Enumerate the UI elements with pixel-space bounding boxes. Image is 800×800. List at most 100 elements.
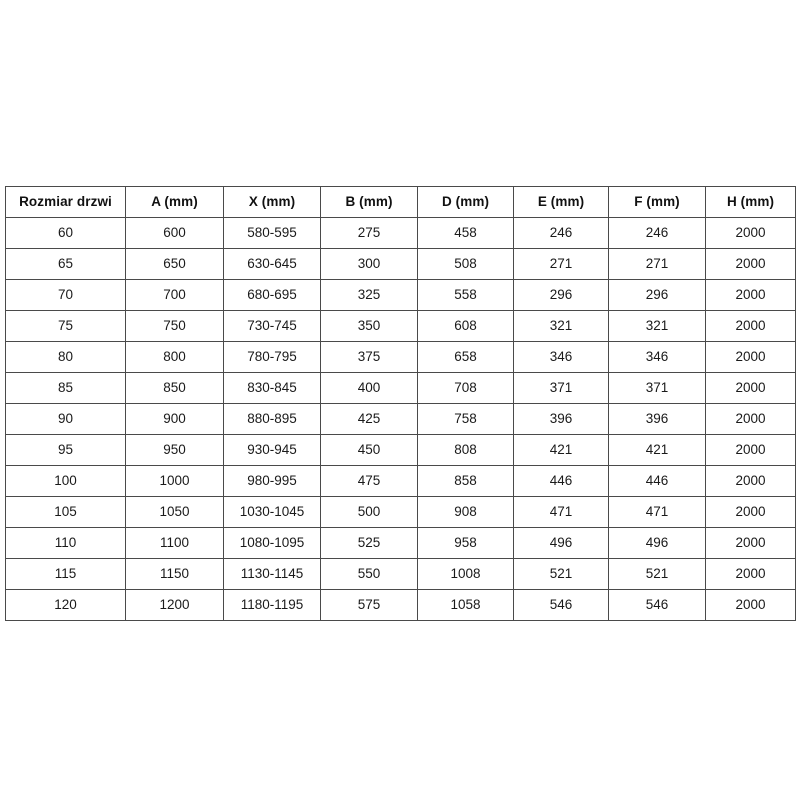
table-cell: 546: [608, 589, 706, 621]
table-cell: 471: [513, 496, 609, 528]
table-cell: 2000: [705, 217, 796, 249]
table-cell: 700: [125, 279, 224, 311]
table-cell: 70: [5, 279, 126, 311]
table-cell: 2000: [705, 496, 796, 528]
table-cell: 2000: [705, 279, 796, 311]
table-cell: 105: [5, 496, 126, 528]
table-cell: 1008: [417, 558, 514, 590]
table-cell: 275: [320, 217, 418, 249]
table-row: 60 600 580-595 275 458 246 246 2000: [5, 217, 796, 249]
table-cell: 580-595: [223, 217, 321, 249]
table-cell: 396: [513, 403, 609, 435]
table-cell: 296: [513, 279, 609, 311]
table-cell: 271: [513, 248, 609, 280]
table-cell: 658: [417, 341, 514, 373]
table-cell: 400: [320, 372, 418, 404]
column-header-6: F (mm): [608, 186, 706, 218]
table-row: 85 850 830-845 400 708 371 371 2000: [5, 372, 796, 404]
table-cell: 350: [320, 310, 418, 342]
table-cell: 2000: [705, 465, 796, 497]
table-cell: 375: [320, 341, 418, 373]
table-row: 120 1200 1180-1195 575 1058 546 546 2000: [5, 589, 796, 621]
table-cell: 575: [320, 589, 418, 621]
table-cell: 758: [417, 403, 514, 435]
table-cell: 908: [417, 496, 514, 528]
table-row: 65 650 630-645 300 508 271 271 2000: [5, 248, 796, 280]
table-row: 100 1000 980-995 475 858 446 446 2000: [5, 465, 796, 497]
table-cell: 325: [320, 279, 418, 311]
table-cell: 346: [608, 341, 706, 373]
table-cell: 496: [608, 527, 706, 559]
table-cell: 525: [320, 527, 418, 559]
column-header-3: B (mm): [320, 186, 418, 218]
table-row: 70 700 680-695 325 558 296 296 2000: [5, 279, 796, 311]
table-cell: 110: [5, 527, 126, 559]
table-cell: 446: [513, 465, 609, 497]
table-row: 95 950 930-945 450 808 421 421 2000: [5, 434, 796, 466]
table-row: 80 800 780-795 375 658 346 346 2000: [5, 341, 796, 373]
table-cell: 980-995: [223, 465, 321, 497]
table-cell: 2000: [705, 527, 796, 559]
table-cell: 425: [320, 403, 418, 435]
table-cell: 708: [417, 372, 514, 404]
table-cell: 450: [320, 434, 418, 466]
table-cell: 608: [417, 310, 514, 342]
table-row: 105 1050 1030-1045 500 908 471 471 2000: [5, 496, 796, 528]
table-cell: 120: [5, 589, 126, 621]
table-cell: 1200: [125, 589, 224, 621]
table-cell: 1080-1095: [223, 527, 321, 559]
table-cell: 1058: [417, 589, 514, 621]
table-cell: 421: [608, 434, 706, 466]
table-cell: 800: [125, 341, 224, 373]
spec-table-container: Rozmiar drzwi A (mm) X (mm) B (mm) D (mm) E (…: [5, 186, 796, 621]
table-cell: 521: [513, 558, 609, 590]
table-cell: 90: [5, 403, 126, 435]
table-cell: 2000: [705, 248, 796, 280]
table-cell: 475: [320, 465, 418, 497]
table-row: 110 1100 1080-1095 525 958 496 496 2000: [5, 527, 796, 559]
table-cell: 808: [417, 434, 514, 466]
table-cell: 958: [417, 527, 514, 559]
table-cell: 680-695: [223, 279, 321, 311]
table-row: 115 1150 1130-1145 550 1008 521 521 2000: [5, 558, 796, 590]
table-cell: 496: [513, 527, 609, 559]
table-cell: 750: [125, 310, 224, 342]
table-cell: 780-795: [223, 341, 321, 373]
table-cell: 2000: [705, 589, 796, 621]
table-cell: 521: [608, 558, 706, 590]
table-cell: 321: [513, 310, 609, 342]
table-cell: 65: [5, 248, 126, 280]
table-cell: 546: [513, 589, 609, 621]
table-body: 60 600 580-595 275 458 246 246 2000 65 650 630-645…: [5, 217, 796, 621]
table-cell: 1000: [125, 465, 224, 497]
table-cell: 60: [5, 217, 126, 249]
column-header-7: H (mm): [705, 186, 796, 218]
table-cell: 471: [608, 496, 706, 528]
table-cell: 296: [608, 279, 706, 311]
table-cell: 115: [5, 558, 126, 590]
table-cell: 1130-1145: [223, 558, 321, 590]
table-cell: 850: [125, 372, 224, 404]
table-cell: 508: [417, 248, 514, 280]
table-cell: 730-745: [223, 310, 321, 342]
table-cell: 500: [320, 496, 418, 528]
column-header-1: A (mm): [125, 186, 224, 218]
table-cell: 271: [608, 248, 706, 280]
table-cell: 246: [513, 217, 609, 249]
table-cell: 371: [608, 372, 706, 404]
table-cell: 346: [513, 341, 609, 373]
column-header-2: X (mm): [223, 186, 321, 218]
table-cell: 75: [5, 310, 126, 342]
table-header: Rozmiar drzwi A (mm) X (mm) B (mm) D (mm) E (…: [5, 186, 796, 218]
table-cell: 630-645: [223, 248, 321, 280]
table-cell: 880-895: [223, 403, 321, 435]
table-cell: 2000: [705, 341, 796, 373]
table-cell: 421: [513, 434, 609, 466]
table-cell: 100: [5, 465, 126, 497]
table-cell: 85: [5, 372, 126, 404]
table-cell: 558: [417, 279, 514, 311]
table-cell: 830-845: [223, 372, 321, 404]
table-cell: 900: [125, 403, 224, 435]
table-cell: 930-945: [223, 434, 321, 466]
